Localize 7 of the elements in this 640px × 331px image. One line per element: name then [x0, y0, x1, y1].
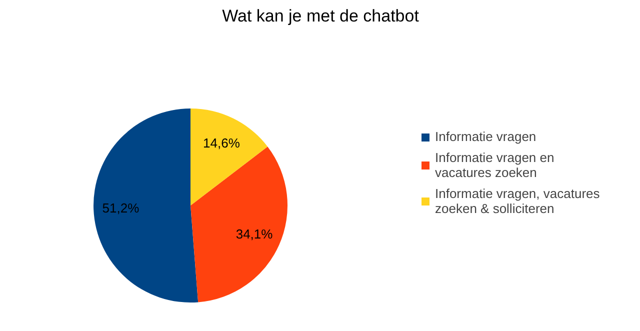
data-label: 14,6% [203, 135, 240, 150]
data-label: 51,2% [102, 200, 140, 216]
legend-label: Informatie vragen en vacatures zoeken [435, 150, 554, 180]
data-label: 34,1% [236, 226, 274, 242]
chart-title: Wat kan je met de chatbot [222, 6, 420, 26]
legend-label: Informatie vragen [435, 129, 536, 144]
legend-label: Informatie vragen, vacatures zoeken & solliciteren [435, 186, 600, 216]
